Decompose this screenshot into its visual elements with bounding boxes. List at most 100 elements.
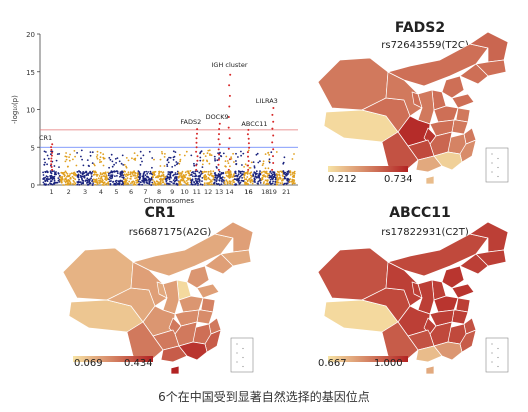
snp-point <box>293 172 295 174</box>
snp-point <box>179 160 182 163</box>
province-taiwan <box>477 337 485 353</box>
snp-point <box>242 152 245 155</box>
snp-point <box>196 180 198 182</box>
snp-point <box>246 176 249 178</box>
fads2-legend-min: 0.212 <box>328 174 357 185</box>
snp-point <box>142 179 145 182</box>
snp-point <box>190 173 193 176</box>
snp-point <box>214 159 217 162</box>
snp-point <box>172 179 175 182</box>
snp-point <box>183 154 186 157</box>
snp-point <box>255 170 258 173</box>
snp-point <box>284 173 287 176</box>
snp-point <box>270 151 273 154</box>
snp-point <box>230 156 233 159</box>
snp-point <box>138 183 141 185</box>
snp-point <box>50 176 53 179</box>
x-tick-label: 16 <box>244 188 252 196</box>
snp-point <box>162 171 165 174</box>
snp-point <box>289 174 292 176</box>
snp-point <box>203 175 206 177</box>
snp-point <box>98 175 101 177</box>
hit-point <box>228 158 231 161</box>
snp-point <box>49 177 52 180</box>
snp-point <box>225 174 228 177</box>
snp-point <box>198 177 200 180</box>
snp-point <box>191 183 194 186</box>
snp-point <box>233 161 235 163</box>
snp-point <box>99 173 102 176</box>
hit-point <box>271 113 274 116</box>
snp-point <box>203 184 206 186</box>
snp-point <box>173 177 176 180</box>
snp-point <box>172 156 175 159</box>
hit-point <box>50 163 53 166</box>
cr1-map <box>62 221 254 375</box>
hit-point <box>195 150 198 153</box>
snp-point <box>165 179 168 182</box>
snp-point <box>162 175 165 178</box>
snp-point <box>134 159 137 161</box>
snp-point <box>92 182 94 185</box>
snp-point <box>167 161 170 164</box>
snp-point <box>60 181 63 184</box>
snp-point <box>96 183 99 186</box>
snp-point <box>216 176 219 179</box>
snp-point <box>226 170 229 173</box>
snp-point <box>209 154 211 157</box>
province-anhui <box>451 309 469 325</box>
province-guangdong <box>178 341 208 361</box>
snp-point <box>207 176 210 179</box>
cr1-legend-max: 0.434 <box>124 358 153 369</box>
snp-point <box>222 179 225 182</box>
snp-point <box>240 150 242 153</box>
snp-point <box>178 172 181 175</box>
snp-point <box>291 173 294 175</box>
snp-point <box>105 175 108 178</box>
snp-point <box>136 178 139 181</box>
snp-point <box>159 165 162 167</box>
snp-point <box>210 154 213 157</box>
snp-point <box>126 177 129 180</box>
snp-point <box>108 172 110 175</box>
snp-point <box>235 184 237 186</box>
province-guangxi <box>160 345 188 363</box>
snp-point <box>181 179 183 182</box>
snp-point <box>166 182 169 185</box>
snp-point <box>274 176 276 179</box>
province-guangdong <box>433 341 463 361</box>
snp-point <box>125 157 128 159</box>
hit-point <box>217 163 220 166</box>
snp-point <box>141 160 143 163</box>
snp-point <box>234 171 237 174</box>
inset-island <box>497 365 499 368</box>
x-tick-label: 18 <box>261 188 269 196</box>
snp-point <box>76 171 79 173</box>
snp-point <box>142 177 145 180</box>
province-anhui <box>196 309 214 325</box>
snp-point <box>46 163 48 166</box>
snp-point <box>283 173 285 175</box>
x-tick-label: 6 <box>129 188 133 196</box>
snp-point <box>80 181 82 184</box>
snp-point <box>62 172 65 174</box>
snp-point <box>139 174 141 177</box>
snp-point <box>100 176 103 178</box>
snp-point <box>278 174 281 177</box>
snp-point <box>286 171 289 173</box>
snp-point <box>227 162 230 165</box>
snp-point <box>87 164 90 167</box>
snp-point <box>65 171 68 174</box>
snp-point <box>86 181 89 184</box>
snp-point <box>262 160 265 163</box>
snp-point <box>118 182 121 185</box>
hit-point <box>272 148 275 151</box>
snp-point <box>139 173 142 175</box>
snp-point <box>99 156 102 159</box>
snp-point <box>139 164 142 166</box>
x-tick-label: 21 <box>282 188 290 196</box>
snp-point <box>87 183 90 186</box>
snp-point <box>268 154 270 156</box>
snp-point <box>201 166 204 169</box>
